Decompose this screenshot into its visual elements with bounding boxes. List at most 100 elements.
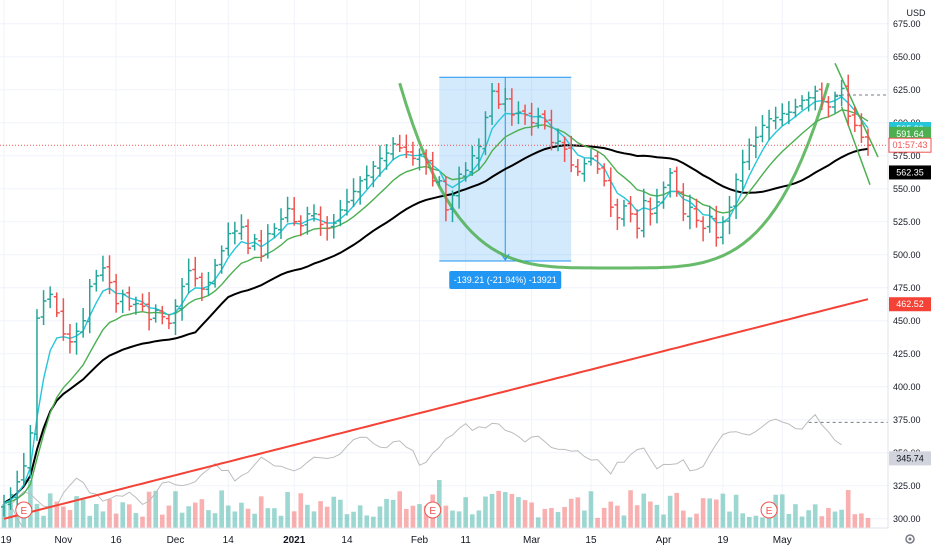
volume-bar (476, 510, 482, 528)
ohlc-bars (1, 74, 871, 517)
volume-bar (219, 490, 224, 528)
price-tick-label: 575.00 (893, 151, 921, 161)
volume-bar (331, 496, 337, 528)
price-tick-label: 550.00 (893, 184, 921, 194)
price-tick-label: 475.00 (893, 283, 921, 293)
time-axis[interactable] (0, 527, 932, 550)
volume-bar (621, 515, 627, 528)
price-label-box (889, 126, 931, 141)
volume-bar (21, 511, 27, 528)
volume-bar (681, 510, 686, 528)
cup-curve (398, 82, 830, 270)
price-tick-label: 425.00 (893, 349, 921, 359)
volume-bar (232, 511, 238, 528)
price-tick-label: 300.00 (893, 514, 921, 524)
price-tick-label: 625.00 (893, 85, 921, 95)
time-tick-label: 14 (223, 535, 235, 546)
volume-bar (707, 498, 713, 528)
volume-bar (80, 499, 86, 528)
rs-line (9, 413, 842, 543)
time-tick-label: May (773, 535, 792, 546)
volume-bar (265, 508, 271, 528)
volume-bar (173, 491, 178, 528)
volume-bar (799, 516, 805, 528)
time-tick-label: 16 (111, 535, 123, 546)
gear-hub (908, 537, 912, 541)
horizontal-dashed-lines (0, 94, 888, 423)
time-tick-label: 11 (460, 535, 471, 546)
volume-bar (186, 506, 191, 528)
volume-bar (318, 501, 323, 528)
price-label-box (889, 297, 931, 312)
volume-bar (687, 517, 693, 528)
volume-bar (667, 495, 673, 528)
price-label-box (889, 165, 931, 180)
time-tick-label: Mar (523, 535, 541, 546)
price-tick-label: 400.00 (893, 382, 921, 392)
volume-bar (733, 494, 739, 528)
volume-bar (61, 506, 66, 528)
volume-bar (450, 510, 455, 528)
ma-long-line (3, 144, 869, 504)
volume-bar (100, 511, 106, 528)
volume-bar (351, 511, 356, 528)
volume-bar (404, 508, 409, 528)
volume-bar (417, 504, 422, 528)
volume-bar (192, 502, 198, 528)
volume-bar (700, 498, 706, 528)
volume-bar (634, 505, 640, 528)
volume-bar (272, 508, 277, 528)
volume-bar (529, 502, 534, 528)
volume-bar (199, 499, 205, 528)
volume-bar (377, 506, 383, 528)
volume-bar (489, 493, 495, 528)
volume-bar (483, 496, 488, 528)
volume-bar (509, 493, 515, 528)
volume-bar (397, 491, 403, 528)
volume-bar (225, 505, 231, 528)
currency-label: USD (906, 8, 926, 18)
settings-gear-icon[interactable] (905, 534, 915, 544)
volume-bar (720, 493, 726, 528)
price-label-box (889, 451, 931, 466)
volume-bar (608, 501, 614, 528)
measure-label: -139.21 (-21.94%) -13921 (454, 275, 557, 285)
price-tick-label: 450.00 (893, 316, 921, 326)
price-label-box (888, 137, 932, 153)
volume-bar (8, 502, 13, 528)
ema-mid-line (3, 109, 869, 504)
volume-bar (469, 514, 475, 528)
volume-bar (311, 511, 317, 528)
volume-bar (166, 505, 172, 528)
time-tick-label: 19 (0, 535, 12, 546)
volume-bar (595, 517, 600, 528)
price-axis[interactable]: USD (887, 0, 932, 528)
volume-bar (601, 507, 607, 528)
volume-bar (47, 493, 53, 528)
volume-bar (146, 491, 152, 528)
volume-bar (252, 513, 257, 528)
drawn-pattern-curves (398, 63, 879, 270)
volume-bar (443, 505, 449, 528)
ma-200-line (3, 298, 869, 520)
gear-ring (905, 534, 915, 544)
price-tick-label: 525.00 (893, 217, 921, 227)
volume-bar (648, 501, 653, 528)
volume-bar (179, 512, 185, 528)
price-label-text: 01:57:43 (892, 140, 927, 150)
earnings-marker (15, 501, 33, 519)
volume-bar (278, 515, 284, 528)
volume-bar (87, 515, 93, 528)
handle-line-lower (840, 106, 871, 186)
volume-bar (94, 504, 99, 528)
time-axis-background (0, 528, 932, 550)
volume-bar (654, 504, 660, 528)
price-tick-label: 325.00 (893, 481, 921, 491)
volume-bar (819, 516, 825, 528)
time-tick-label: Feb (411, 535, 429, 546)
volume-bar (694, 513, 699, 528)
volume-bar (107, 499, 112, 528)
